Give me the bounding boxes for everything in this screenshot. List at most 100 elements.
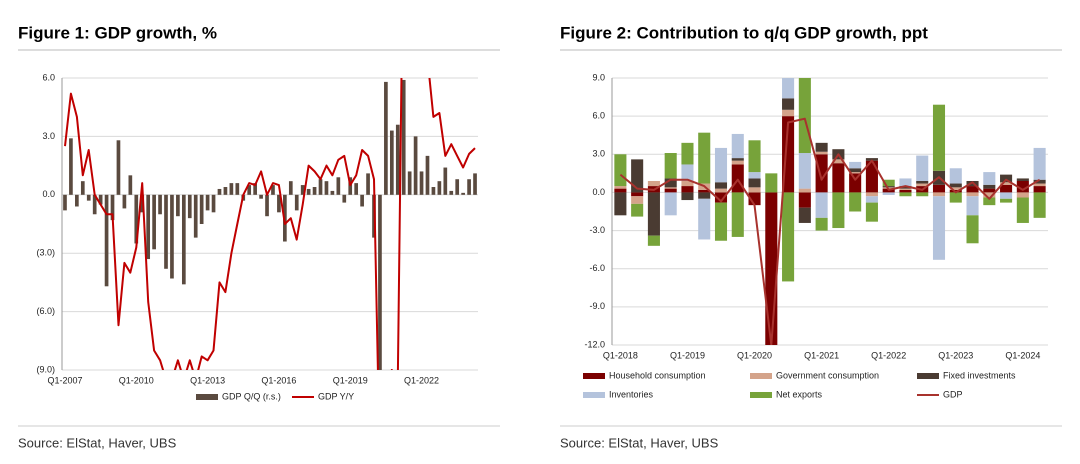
bar <box>80 181 85 195</box>
bar <box>1016 197 1029 223</box>
y-tick-label: 6.0 <box>592 111 605 121</box>
bar <box>681 186 694 193</box>
bar <box>966 192 979 197</box>
bar <box>1000 192 1013 199</box>
bar <box>176 194 180 217</box>
bar <box>765 173 778 193</box>
bar <box>92 194 97 215</box>
source-note: Source: ElStat, Haver, UBS <box>18 435 177 450</box>
line-series <box>619 117 1041 345</box>
source-note: Source: ElStat, Haver, UBS <box>560 435 719 450</box>
bar <box>731 133 744 159</box>
bar <box>899 178 912 187</box>
bar <box>467 179 471 195</box>
legend-label: Fixed investments <box>943 370 1016 380</box>
bar <box>318 179 323 195</box>
bar <box>294 194 299 211</box>
legend-label: GDP Q/Q (r.s.) <box>222 391 281 401</box>
bar <box>455 179 460 195</box>
bar <box>437 181 442 195</box>
bar <box>983 184 996 189</box>
bar <box>664 178 677 188</box>
bar <box>300 185 305 195</box>
bar <box>798 78 811 154</box>
bar <box>865 160 878 193</box>
x-tick-label: Q1-2016 <box>261 375 296 385</box>
bar <box>849 192 862 212</box>
bar <box>140 194 145 213</box>
x-tick-label: Q1-2007 <box>47 375 82 385</box>
bar <box>1033 147 1046 180</box>
legend-label: Household consumption <box>609 370 706 380</box>
bar <box>631 159 644 193</box>
y-tick-label: -9.0 <box>589 301 605 311</box>
bar <box>122 194 127 209</box>
bar <box>366 173 370 195</box>
bar <box>324 181 329 195</box>
bar <box>116 140 121 195</box>
bar <box>916 155 929 181</box>
bar <box>647 235 660 246</box>
bar <box>614 188 627 193</box>
bar <box>815 154 828 193</box>
bar <box>949 187 962 190</box>
bar <box>288 181 293 195</box>
bar <box>389 130 394 195</box>
bar <box>849 168 862 173</box>
bar <box>98 194 103 205</box>
bar <box>354 183 359 195</box>
bar <box>932 184 946 193</box>
bar <box>1000 174 1013 183</box>
legend-label: Inventories <box>609 389 654 399</box>
bar <box>983 172 996 185</box>
y-tick-label: (9.0) <box>36 364 55 374</box>
bar <box>983 197 996 206</box>
bar <box>714 192 728 203</box>
bar <box>647 192 660 236</box>
bar <box>731 158 744 161</box>
bar <box>782 192 795 282</box>
bar <box>698 189 711 193</box>
bar <box>815 192 828 218</box>
y-tick-label: -12.0 <box>584 339 605 349</box>
y-tick-label: (6.0) <box>36 306 55 316</box>
bar <box>647 180 660 187</box>
bar <box>69 138 73 195</box>
bar <box>205 194 210 211</box>
bar <box>966 186 979 193</box>
bar <box>277 194 281 213</box>
bar <box>865 196 878 203</box>
bar <box>698 192 711 199</box>
bar <box>1000 198 1013 203</box>
y-tick-label: (3.0) <box>36 248 55 258</box>
bar <box>664 188 677 193</box>
x-tick-label: Q1-2020 <box>737 350 772 360</box>
bar <box>916 192 929 197</box>
bar <box>731 160 744 165</box>
bar <box>882 192 895 195</box>
bar <box>698 198 711 240</box>
bar <box>865 202 878 222</box>
bar <box>223 187 228 195</box>
bar <box>431 187 436 195</box>
y-tick-label: -3.0 <box>589 225 605 235</box>
legend-swatch <box>750 392 772 398</box>
bar <box>271 185 275 195</box>
chart-title: Figure 1: GDP growth, % <box>18 23 217 42</box>
plot-area <box>63 78 477 370</box>
bar <box>75 194 79 207</box>
bar <box>336 177 341 195</box>
bar <box>714 147 728 183</box>
y-tick-label: 0.0 <box>42 189 55 199</box>
bar <box>798 188 811 193</box>
bar <box>247 185 252 195</box>
bar <box>104 194 109 287</box>
bar <box>146 194 151 260</box>
bar <box>899 186 912 189</box>
x-tick-label: Q1-2019 <box>333 375 368 385</box>
bar <box>631 196 644 204</box>
legend-label: Government consumption <box>776 370 879 380</box>
x-tick-label: Q1-2013 <box>190 375 225 385</box>
bar <box>407 171 412 195</box>
bar <box>815 142 828 152</box>
